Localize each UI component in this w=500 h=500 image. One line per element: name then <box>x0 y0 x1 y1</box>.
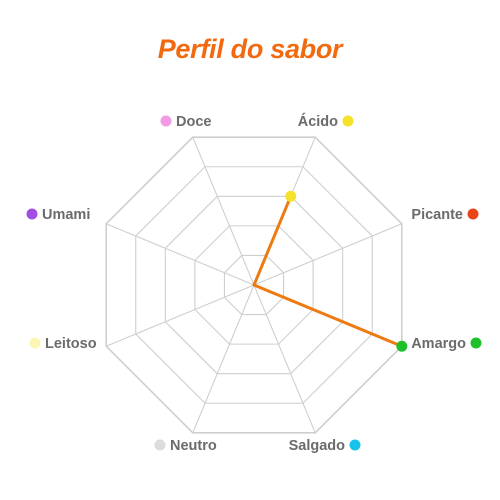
legend-dot-amargo <box>470 337 482 349</box>
axis-labels: Ácido Picante Amargo Salgado Neutro Leitoso Um… <box>26 113 482 454</box>
legend-dot-neutro <box>154 439 166 451</box>
axis-label-text: Leitoso <box>45 336 97 352</box>
axis-label-umami: Umami <box>26 207 90 223</box>
axis-label-text: Salgado <box>289 438 346 454</box>
legend-dot-doce <box>160 115 172 127</box>
grid-spoke-7 <box>192 136 255 286</box>
legend-dot-ácido <box>342 115 354 127</box>
axis-label-text: Umami <box>42 207 90 223</box>
axis-label-doce: Doce <box>160 114 211 130</box>
legend-dot-umami <box>26 208 38 220</box>
data-point-ácido <box>285 190 297 202</box>
axis-label-picante: Picante <box>411 207 479 223</box>
axis-label-amargo: Amargo <box>411 336 482 352</box>
grid-spoke-1 <box>253 223 403 286</box>
axis-label-text: Neutro <box>170 438 217 454</box>
grid-spoke-5 <box>105 284 255 347</box>
data-point-amargo <box>396 340 408 352</box>
series-area <box>252 194 404 348</box>
legend-dot-picante <box>467 208 479 220</box>
axis-label-text: Doce <box>176 114 211 130</box>
axis-label-text: Picante <box>411 207 463 223</box>
grid-spoke-3 <box>253 284 316 434</box>
axis-label-salgado: Salgado <box>289 438 361 454</box>
radar-series <box>252 190 408 352</box>
axis-label-leitoso: Leitoso <box>29 336 97 352</box>
grid-spoke-6 <box>105 223 255 286</box>
chart-title: Perfil do sabor <box>157 34 343 64</box>
grid-spoke-4 <box>192 284 255 434</box>
axis-label-text: Amargo <box>411 336 466 352</box>
axis-label-neutro: Neutro <box>154 438 217 454</box>
legend-dot-salgado <box>349 439 361 451</box>
axis-label-ácido: Ácido <box>298 113 354 130</box>
legend-dot-leitoso <box>29 337 41 349</box>
axis-label-text: Ácido <box>298 113 338 130</box>
